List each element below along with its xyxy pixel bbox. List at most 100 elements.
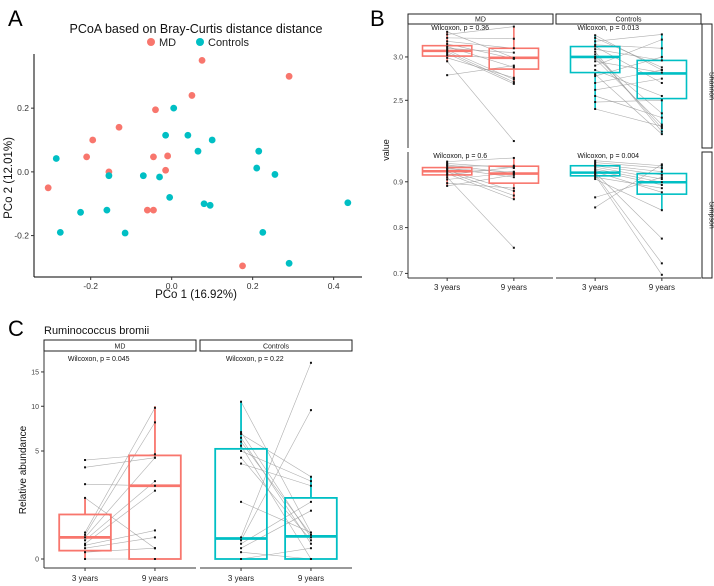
data-point-9-years xyxy=(660,173,663,176)
box-iqr xyxy=(284,497,338,560)
pair-line xyxy=(84,490,156,544)
pair-line xyxy=(594,164,663,208)
data-point-3-years xyxy=(446,50,449,53)
data-point-3-years xyxy=(594,107,597,110)
data-point-9-years xyxy=(660,183,663,186)
panel-c-y-tick-label: 15 xyxy=(31,369,39,376)
pair-line xyxy=(595,78,662,91)
panel-b-y-axis-title: value xyxy=(381,139,391,161)
data-point-3-years xyxy=(84,483,87,486)
scatter-point-md xyxy=(150,206,157,214)
data-point-3-years xyxy=(84,539,87,542)
panel-b-y-tick-label: 0.7 xyxy=(393,271,403,278)
data-point-3-years xyxy=(446,40,449,43)
data-point-9-years xyxy=(512,47,515,50)
data-point-3-years xyxy=(84,547,87,550)
data-point-3-years xyxy=(446,74,449,77)
data-point-3-years xyxy=(446,33,449,36)
facet-strip-label: Simpson xyxy=(708,201,714,228)
pair-line xyxy=(240,501,312,544)
data-point-3-years xyxy=(594,159,597,162)
data-point-9-years xyxy=(309,542,312,545)
scatter-point-controls xyxy=(52,155,60,162)
data-point-9-years xyxy=(660,125,663,128)
data-point-3-years xyxy=(446,184,449,187)
panel-b: value MD Controls Shannon Simpson 2.5 3.0 Wilc… xyxy=(381,13,714,292)
facet-strip-label: Controls xyxy=(263,344,290,351)
pair-line xyxy=(240,450,312,482)
scatter-point-controls xyxy=(200,200,208,208)
data-point-9-years xyxy=(660,262,663,265)
data-point-9-years xyxy=(512,64,515,67)
pair-line xyxy=(595,166,662,180)
pair-line xyxy=(84,480,156,541)
facet-strip xyxy=(701,151,713,279)
data-point-9-years xyxy=(660,178,663,181)
panel-a-y-tick-label: 0.0 xyxy=(17,167,29,177)
scatter-point-md xyxy=(162,166,170,174)
facet-strip-label: MD xyxy=(475,17,486,24)
panel-c-x-tick-label: 3 years xyxy=(228,574,254,583)
data-point-3-years xyxy=(446,49,449,52)
data-point-9-years xyxy=(153,484,156,487)
data-point-3-years xyxy=(240,449,243,452)
panel-a-x-axis-title: PCo 1 (16.92%) xyxy=(155,289,237,301)
data-point-3-years xyxy=(594,43,597,46)
data-point-3-years xyxy=(594,196,597,199)
data-point-9-years xyxy=(309,531,312,534)
pair-line xyxy=(595,168,662,183)
panel-a-y-tick-label: 0.2 xyxy=(17,103,29,113)
data-point-3-years xyxy=(594,64,597,67)
pair-line xyxy=(595,95,662,118)
pair-line xyxy=(595,48,662,61)
pair-line xyxy=(595,34,662,42)
pair-line xyxy=(240,362,312,538)
pair-line xyxy=(240,441,312,536)
data-point-3-years xyxy=(240,444,243,447)
data-point-9-years xyxy=(660,133,663,136)
data-point-3-years xyxy=(240,542,243,545)
data-point-3-years xyxy=(594,81,597,84)
box-iqr xyxy=(58,513,112,552)
facet-strip-label: Shannon xyxy=(708,72,714,100)
data-point-3-years xyxy=(594,101,597,104)
panel-a-y-tick-label: -0.2 xyxy=(14,231,29,241)
pair-line xyxy=(595,69,662,84)
data-point-3-years xyxy=(446,176,449,179)
panel-letter-b: B xyxy=(370,6,385,31)
data-point-9-years xyxy=(153,558,156,560)
scatter-point-controls xyxy=(105,172,113,180)
panel-a-y-axis-title: PCo 2 (12.01%) xyxy=(3,137,15,219)
pair-line xyxy=(447,173,514,200)
data-point-9-years xyxy=(660,164,663,167)
data-point-3-years xyxy=(240,431,243,434)
pair-line xyxy=(447,37,514,40)
panel-b-y-tick-label: 0.9 xyxy=(393,179,403,186)
data-point-3-years xyxy=(594,53,597,56)
data-point-9-years xyxy=(660,33,663,36)
data-point-9-years xyxy=(512,194,515,197)
scatter-point-controls xyxy=(184,131,192,139)
data-point-3-years xyxy=(446,47,449,50)
pair-line xyxy=(595,44,662,49)
pair-line xyxy=(240,401,312,533)
panel-b-x-tick-label: 3 years xyxy=(582,283,608,292)
data-point-3-years xyxy=(594,68,597,71)
data-point-3-years xyxy=(594,172,597,175)
pair-line xyxy=(595,162,662,169)
scatter-point-controls xyxy=(103,206,111,214)
wilcoxon-annotation: Wilcoxon, p = 0.045 xyxy=(68,356,130,363)
pair-line xyxy=(446,176,515,248)
scatter-point-controls xyxy=(271,171,279,178)
scatter-point-controls xyxy=(208,136,216,144)
data-point-3-years xyxy=(594,178,597,181)
data-point-3-years xyxy=(594,40,597,43)
scatter-point-controls xyxy=(344,199,352,207)
data-point-9-years xyxy=(309,484,312,487)
pair-line xyxy=(595,176,662,198)
data-point-3-years xyxy=(594,167,597,170)
data-point-9-years xyxy=(512,176,515,179)
data-point-3-years xyxy=(594,94,597,97)
data-point-9-years xyxy=(309,361,312,364)
